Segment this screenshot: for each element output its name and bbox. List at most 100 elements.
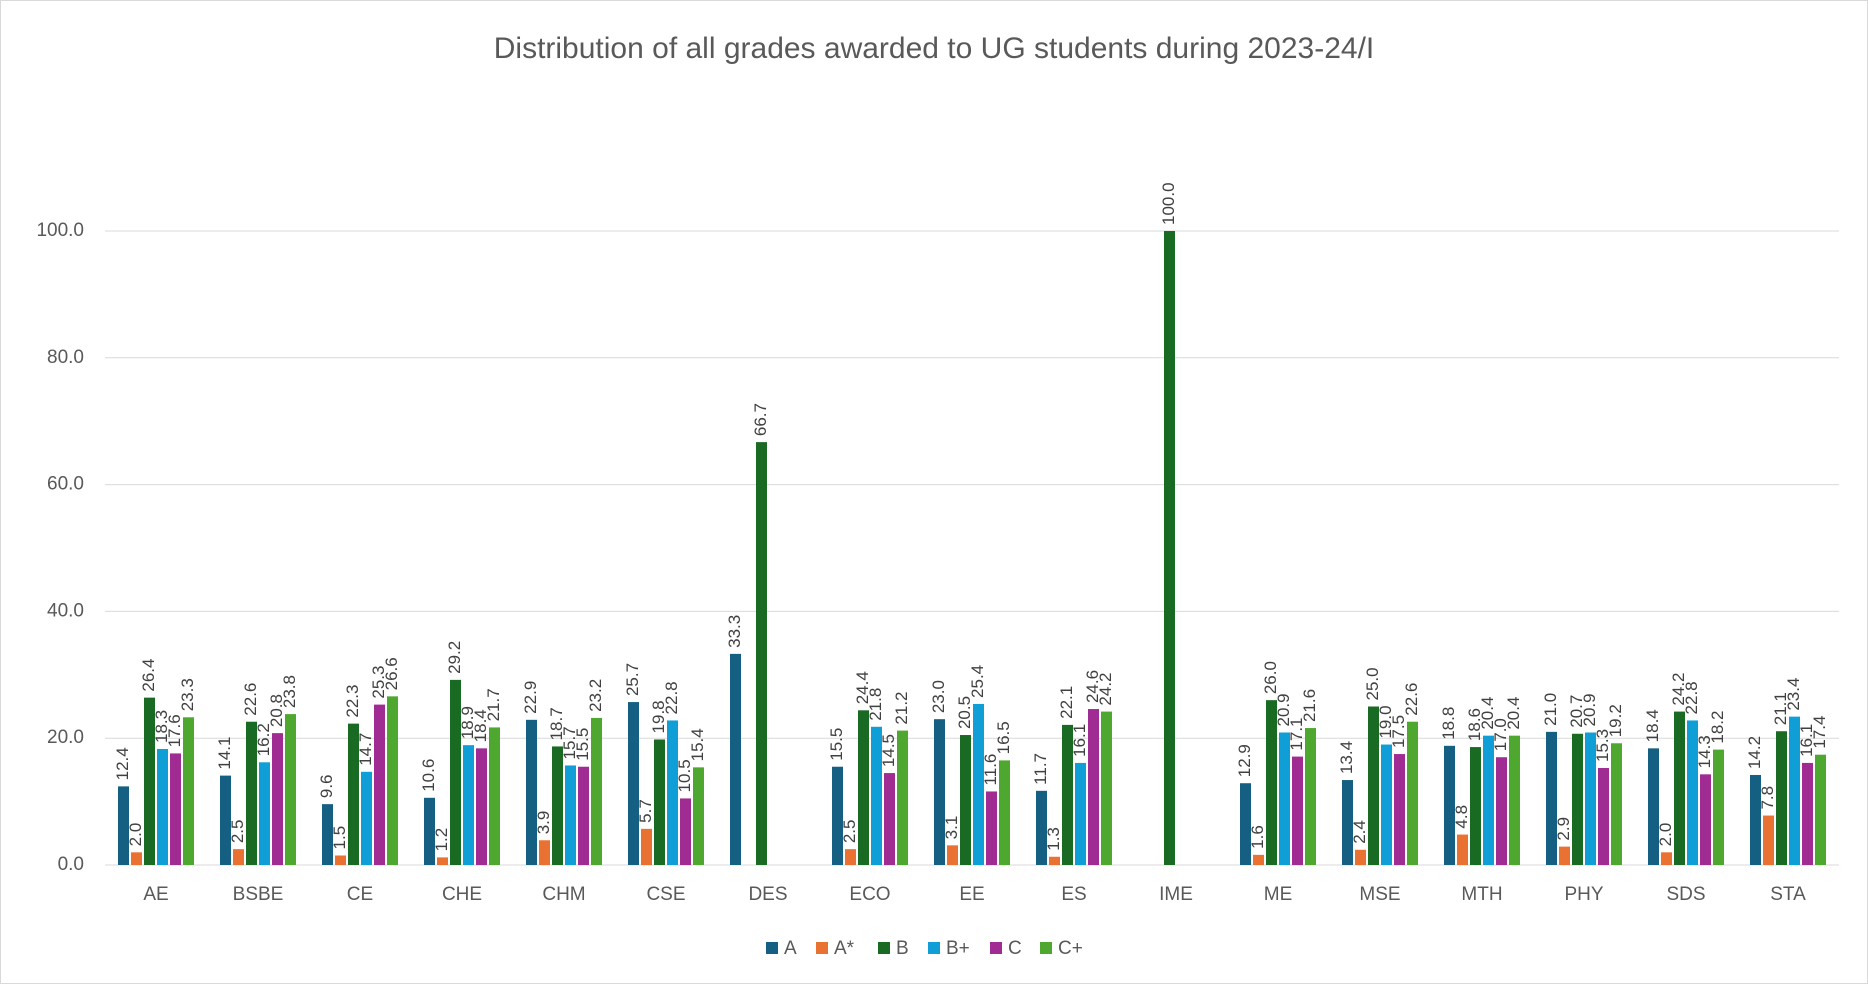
- data-label: 3.1: [942, 816, 961, 840]
- bar: [131, 852, 142, 865]
- y-tick-label: 80.0: [47, 347, 84, 368]
- data-label: 2.9: [1554, 817, 1573, 841]
- bar: [1674, 711, 1685, 865]
- data-label: 18.3: [152, 710, 171, 743]
- x-tick-label: BSBE: [233, 884, 284, 905]
- bar: [871, 726, 882, 865]
- data-label: 15.5: [827, 728, 846, 761]
- bar: [578, 766, 589, 865]
- bar: [1101, 711, 1112, 865]
- x-tick-label: ME: [1264, 884, 1293, 905]
- data-label: 2.5: [228, 820, 247, 844]
- data-label: 1.3: [1044, 827, 1063, 851]
- data-label: 10.5: [675, 759, 694, 792]
- bar: [1444, 745, 1455, 865]
- data-label: 20.9: [1580, 693, 1599, 726]
- data-label: 17.0: [1491, 718, 1510, 751]
- bar: [1496, 757, 1507, 865]
- data-label: 15.7: [560, 726, 579, 759]
- bar: [1342, 780, 1353, 865]
- bar: [999, 760, 1010, 865]
- bar: [934, 719, 945, 865]
- data-label: 22.8: [662, 681, 681, 714]
- bar: [1292, 756, 1303, 865]
- bar: [259, 762, 270, 865]
- data-label: 22.6: [241, 683, 260, 716]
- legend-label: A*: [834, 938, 855, 959]
- data-label: 4.8: [1452, 805, 1471, 829]
- data-label: 26.0: [1261, 661, 1280, 694]
- bar: [986, 791, 997, 865]
- legend-label: C: [1008, 938, 1022, 959]
- bar: [374, 704, 385, 865]
- data-label: 25.0: [1363, 667, 1382, 700]
- bar: [552, 746, 563, 865]
- bar: [1750, 774, 1761, 865]
- data-label: 21.8: [866, 688, 885, 721]
- legend-swatch: [990, 942, 1002, 954]
- bar: [348, 723, 359, 865]
- bar: [335, 855, 346, 865]
- data-label: 26.6: [382, 657, 401, 690]
- bar: [1802, 762, 1813, 865]
- bar: [1470, 747, 1481, 865]
- data-label: 21.0: [1541, 693, 1560, 726]
- x-tick-label: AE: [143, 884, 168, 905]
- y-tick-label: 100.0: [36, 220, 84, 241]
- bar: [450, 679, 461, 865]
- data-label: 2.4: [1350, 820, 1369, 844]
- bar: [1036, 790, 1047, 865]
- data-label: 33.3: [725, 615, 744, 648]
- bar: [526, 719, 537, 865]
- bar: [157, 748, 168, 865]
- data-label: 29.2: [445, 641, 464, 674]
- x-tick-label: STA: [1770, 884, 1806, 905]
- bar: [947, 845, 958, 865]
- y-tick-label: 40.0: [47, 600, 84, 621]
- bar: [756, 442, 767, 865]
- bar: [858, 710, 869, 865]
- bar: [1572, 733, 1583, 865]
- bar: [1815, 754, 1826, 865]
- data-label: 11.7: [1031, 753, 1050, 785]
- data-label: 21.6: [1300, 689, 1319, 722]
- bar: [654, 739, 665, 865]
- data-label: 66.7: [751, 403, 770, 436]
- bar: [1394, 754, 1405, 865]
- y-tick-label: 60.0: [47, 474, 84, 495]
- bar: [1598, 767, 1609, 865]
- bar: [730, 653, 741, 865]
- data-label: 23.8: [280, 675, 299, 708]
- bar: [361, 771, 372, 865]
- data-label: 18.7: [547, 707, 566, 740]
- data-label: 17.1: [1287, 717, 1306, 750]
- bar: [424, 797, 435, 865]
- bar: [1305, 728, 1316, 865]
- bar: [1279, 732, 1290, 865]
- bar: [1585, 732, 1596, 865]
- data-label: 22.8: [1682, 681, 1701, 714]
- data-label: 22.3: [343, 685, 362, 718]
- x-tick-label: IME: [1159, 884, 1193, 905]
- legend-label: C+: [1058, 938, 1083, 959]
- data-label: 19.2: [1606, 704, 1625, 737]
- data-label: 20.4: [1478, 697, 1497, 730]
- data-label: 15.3: [1593, 729, 1612, 762]
- bar: [641, 828, 652, 865]
- bar: [1776, 731, 1787, 865]
- data-label: 1.2: [432, 828, 451, 852]
- data-label: 20.9: [1274, 693, 1293, 726]
- data-label: 25.3: [369, 666, 388, 699]
- bar: [1661, 852, 1672, 865]
- data-label: 1.5: [330, 826, 349, 850]
- x-tick-label: ES: [1061, 884, 1086, 905]
- bar: [832, 766, 843, 865]
- legend-swatch: [928, 942, 940, 954]
- data-label: 3.9: [534, 811, 553, 835]
- y-tick-label: 20.0: [47, 727, 84, 748]
- data-label: 7.8: [1758, 786, 1777, 810]
- bar: [973, 703, 984, 865]
- legend-swatch: [816, 942, 828, 954]
- bar: [144, 697, 155, 865]
- bar: [118, 786, 129, 865]
